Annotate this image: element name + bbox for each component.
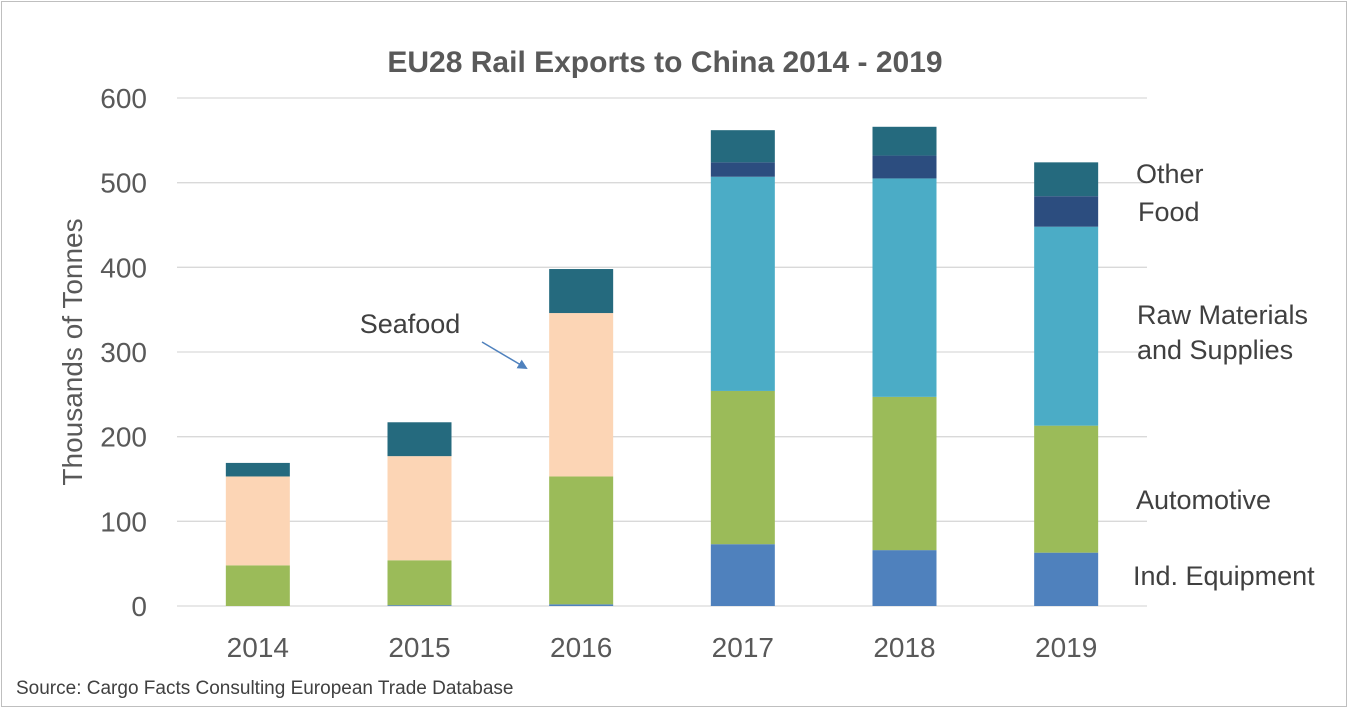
source-note: Source: Cargo Facts Consulting European … xyxy=(16,678,513,699)
bar-2017-ind-equipment xyxy=(710,544,775,606)
legend-label-food: Food xyxy=(1138,197,1200,227)
bar-2018-raw-materials-and-supplies xyxy=(872,178,937,397)
bar-2017-other xyxy=(710,130,775,163)
seafood-annotation: Seafood xyxy=(360,309,528,370)
bar-2016-seafood xyxy=(549,313,614,477)
bar-2016-other xyxy=(549,269,614,314)
bar-2017-raw-materials-and-supplies xyxy=(710,176,775,391)
legend-label-raw-materials: Raw Materials xyxy=(1137,300,1308,330)
bar-2015-other xyxy=(387,422,452,457)
bar-2014-automotive xyxy=(225,565,290,606)
bar-2015-ind-equipment xyxy=(387,605,452,606)
x-tick-2016: 2016 xyxy=(550,632,612,663)
bar-2019-raw-materials-and-supplies xyxy=(1034,226,1099,426)
bars xyxy=(225,126,1099,606)
bar-2015-seafood xyxy=(387,456,452,561)
annotation-label: Seafood xyxy=(360,309,461,339)
bar-2018-automotive xyxy=(872,396,937,551)
legend-label-and-supplies: and Supplies xyxy=(1137,335,1293,365)
bar-2017-automotive xyxy=(710,390,775,545)
x-tick-2019: 2019 xyxy=(1035,632,1097,663)
bar-2019-other xyxy=(1034,162,1099,197)
y-tick-500: 500 xyxy=(100,168,147,199)
bar-2018-food xyxy=(872,155,937,179)
bar-2019-automotive xyxy=(1034,425,1099,553)
bar-2016-automotive xyxy=(549,476,614,605)
x-axis-ticks: 2014 2015 2016 2017 2018 2019 xyxy=(227,632,1098,663)
x-tick-2017: 2017 xyxy=(712,632,774,663)
y-tick-400: 400 xyxy=(100,252,147,283)
bar-2014-seafood xyxy=(225,476,290,566)
bar-2014-other xyxy=(225,462,290,477)
bar-2017-food xyxy=(710,162,775,177)
bar-2015-automotive xyxy=(387,560,452,606)
bar-2018-other xyxy=(872,126,937,156)
legend-label-other: Other xyxy=(1136,159,1204,189)
y-tick-300: 300 xyxy=(100,337,147,368)
y-axis-label: Thousands of Tonnes xyxy=(57,218,88,485)
y-tick-100: 100 xyxy=(100,506,147,537)
y-tick-0: 0 xyxy=(131,591,147,622)
bar-2018-ind-equipment xyxy=(872,550,937,606)
y-axis-ticks: 0 100 200 300 400 500 600 xyxy=(100,83,147,622)
bar-2016-ind-equipment xyxy=(549,604,614,606)
legend-label-ind-equipment: Ind. Equipment xyxy=(1133,561,1315,591)
x-tick-2015: 2015 xyxy=(388,632,450,663)
y-tick-200: 200 xyxy=(100,422,147,453)
annotation-arrow xyxy=(481,341,528,370)
x-tick-2018: 2018 xyxy=(873,632,935,663)
chart-title: EU28 Rail Exports to China 2014 - 2019 xyxy=(387,46,942,79)
legend-label-automotive: Automotive xyxy=(1136,485,1271,515)
x-tick-2014: 2014 xyxy=(227,632,289,663)
y-tick-600: 600 xyxy=(100,83,147,114)
bar-2019-ind-equipment xyxy=(1034,552,1099,606)
gridlines xyxy=(177,97,1147,607)
bar-2019-food xyxy=(1034,196,1099,227)
legend: Other Food Raw Materials and Supplies Automo… xyxy=(1133,159,1315,591)
